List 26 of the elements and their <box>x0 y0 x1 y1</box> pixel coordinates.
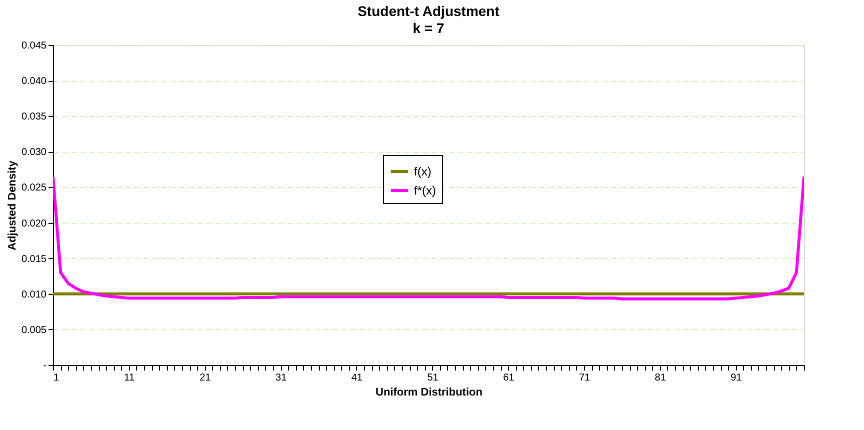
x-axis-title: Uniform Distribution <box>376 386 483 398</box>
x-tick-label: 61 <box>503 372 515 384</box>
y-tick-label: 0.010 <box>21 289 47 300</box>
y-tick-label: 0.005 <box>21 324 47 336</box>
y-tick-label: - <box>43 360 46 372</box>
chart-subtitle: k = 7 <box>412 20 444 36</box>
y-tick-label: 0.035 <box>21 112 47 123</box>
y-tick-label: 0.045 <box>21 40 47 52</box>
x-tick-label: 71 <box>578 372 591 384</box>
x-tick-label: 91 <box>730 372 742 384</box>
x-tick-label: 31 <box>276 372 288 384</box>
chart-title: Student-t Adjustment <box>358 3 500 19</box>
y-tick-label: 0.040 <box>21 76 47 88</box>
legend-label: f(x) <box>414 164 432 178</box>
x-tick-label: 11 <box>124 372 135 384</box>
y-tick-label: 0.015 <box>21 254 47 265</box>
x-tick-label: 21 <box>200 372 212 384</box>
x-tick-label: 1 <box>54 372 60 384</box>
x-tick-label: 51 <box>427 372 439 384</box>
y-axis-title: Adjusted Density <box>6 160 18 250</box>
y-tick-label: 0.020 <box>21 218 47 230</box>
y-tick-label: 0.025 <box>21 182 47 194</box>
x-tick-label: 41 <box>351 372 363 384</box>
x-tick-label: 81 <box>654 372 666 384</box>
y-tick-label: 0.030 <box>21 147 47 158</box>
legend-label: f*(x) <box>414 184 436 198</box>
